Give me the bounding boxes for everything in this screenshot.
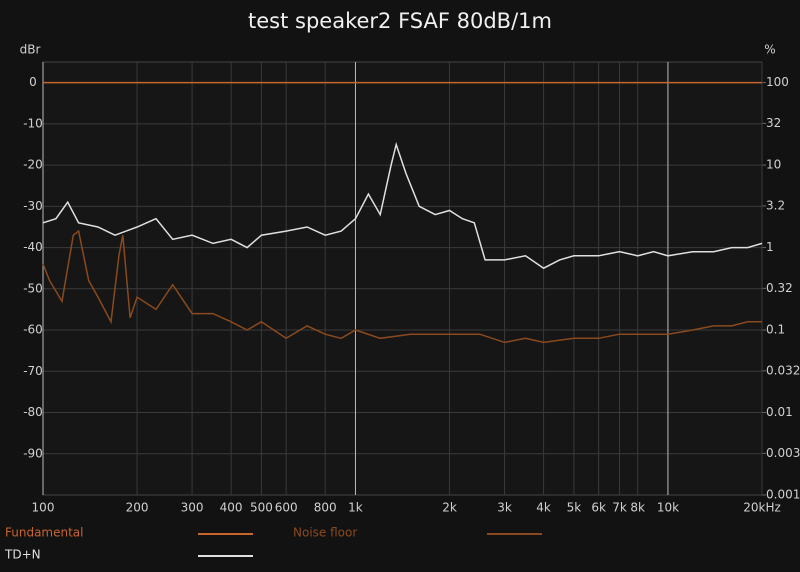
- y2-tick-label: 0.01: [766, 405, 793, 419]
- y-tick-label: -90: [23, 446, 43, 460]
- y2-tick-label: 3.2: [766, 198, 785, 212]
- x-tick-label: 6k: [591, 501, 606, 515]
- x-tick-label: 2k: [442, 501, 457, 515]
- y2-tick-label: 0.001: [766, 488, 800, 502]
- chart-title: test speaker2 FSAF 80dB/1m: [248, 9, 552, 33]
- x-tick-label: 100: [32, 501, 55, 515]
- x-tick-label: 1k: [348, 501, 363, 515]
- y2-tick-label: 32: [766, 116, 781, 130]
- x-tick-label: 500: [250, 501, 273, 515]
- y2-tick-label: 10: [766, 158, 781, 172]
- y2-tick-label: 100: [766, 75, 789, 89]
- y-tick-label: -70: [23, 364, 43, 378]
- y2-tick-label: 1: [766, 240, 774, 254]
- legend-label: Fundamental: [5, 526, 84, 540]
- series-line: [42, 229, 762, 344]
- x-tick-label: 8k: [630, 501, 645, 515]
- y2-tick-label: 0.32: [766, 281, 793, 295]
- x-tick-label: 300: [181, 501, 204, 515]
- legend-label: TD+N: [4, 548, 41, 562]
- y-tick-label: -30: [23, 199, 43, 213]
- y-tick-label: -80: [23, 405, 43, 419]
- y-tick-label: -60: [23, 323, 43, 337]
- x-tick-label: 400: [220, 501, 243, 515]
- y-tick-label: 0: [29, 75, 37, 89]
- legend-label: Noise floor: [293, 526, 357, 540]
- x-tick-label: 200: [126, 501, 149, 515]
- y-tick-label: -10: [23, 116, 43, 130]
- x-tick-label: 4k: [536, 501, 551, 515]
- y-tick-label: -50: [23, 281, 43, 295]
- y-axis-label: dBr: [20, 43, 41, 57]
- x-tick-label: 20kHz: [743, 501, 781, 515]
- x-tick-label: 7k: [612, 501, 627, 515]
- y-tick-label: -40: [23, 240, 43, 254]
- series-line: [42, 141, 763, 270]
- x-tick-label: 3k: [497, 501, 512, 515]
- plot-area: [42, 61, 763, 496]
- y-tick-label: -20: [23, 158, 43, 172]
- x-tick-label: 600: [275, 501, 298, 515]
- x-tick-label: 800: [314, 501, 337, 515]
- x-tick-label: 5k: [567, 501, 582, 515]
- y2-axis-label: %: [764, 43, 775, 57]
- y2-tick-label: 0.032: [766, 363, 800, 377]
- y2-tick-label: 0.1: [766, 323, 785, 337]
- x-tick-label: 10k: [657, 501, 679, 515]
